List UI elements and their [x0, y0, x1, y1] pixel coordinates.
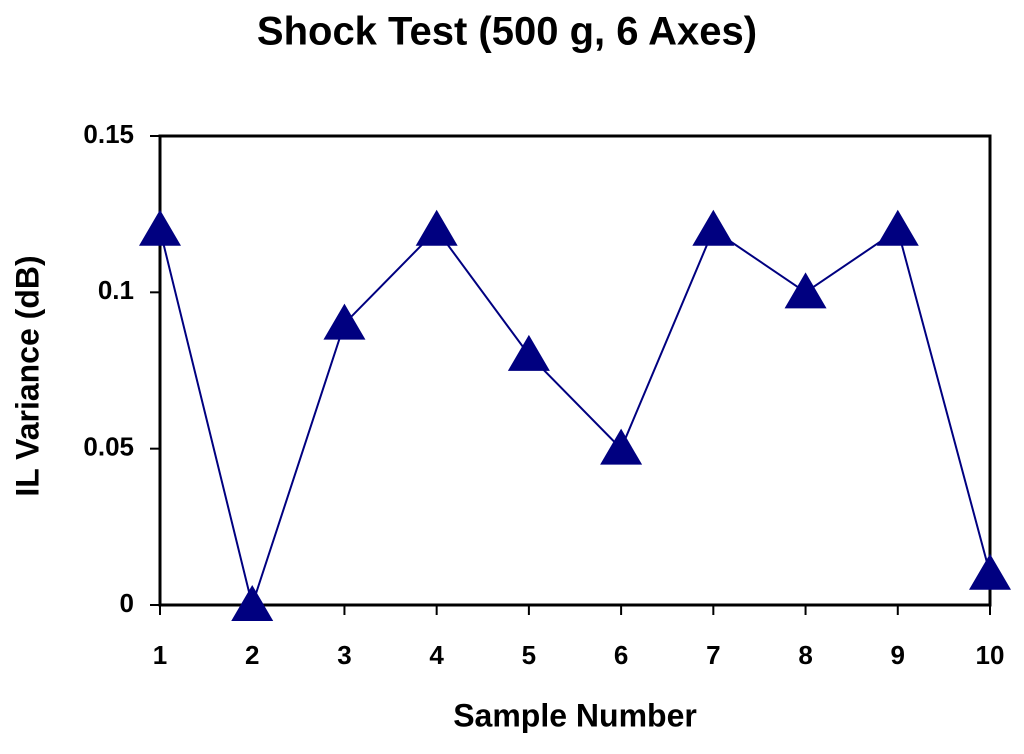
y-axis-label: IL Variance (dB)	[9, 255, 45, 496]
data-point	[969, 553, 1011, 590]
x-tick-label: 7	[706, 640, 720, 670]
chart-title: Shock Test (500 g, 6 Axes)	[257, 10, 757, 54]
data-point	[415, 209, 458, 246]
plot-frame	[158, 134, 992, 607]
data-point	[139, 209, 181, 246]
y-tick-label: 0.1	[98, 275, 134, 305]
x-tick-label: 10	[976, 640, 1005, 670]
data-point	[692, 209, 735, 246]
x-tick-label: 2	[245, 640, 259, 670]
x-tick-label: 5	[522, 640, 536, 670]
data-point	[231, 585, 274, 621]
data-point	[876, 209, 919, 246]
x-tick-label: 4	[429, 640, 444, 670]
y-tick-label: 0.15	[83, 119, 134, 149]
x-tick-label: 6	[614, 640, 628, 670]
y-tick-label: 0.05	[83, 432, 134, 462]
y-tick-label: 0	[120, 588, 134, 618]
data-point	[600, 428, 643, 465]
data-point	[323, 303, 366, 340]
x-tick-label: 9	[891, 640, 905, 670]
x-tick-label: 3	[337, 640, 351, 670]
data-point	[784, 272, 827, 309]
x-tick-label: 8	[798, 640, 812, 670]
data-line	[159, 228, 991, 609]
data-point	[507, 334, 550, 371]
x-tick-label: 1	[153, 640, 167, 670]
x-axis-label: Sample Number	[453, 697, 697, 733]
